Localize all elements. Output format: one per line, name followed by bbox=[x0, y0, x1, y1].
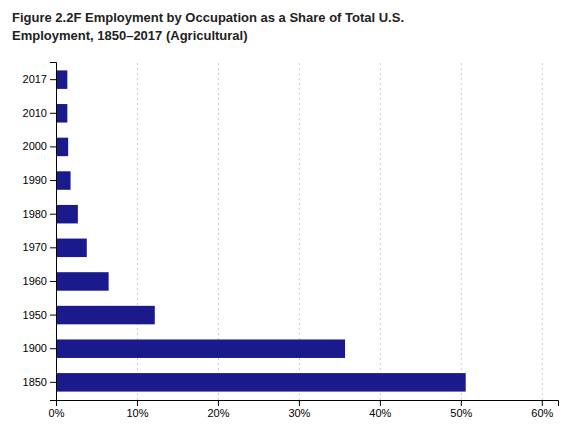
x-tick-mark bbox=[218, 400, 219, 406]
x-tick-mark bbox=[380, 400, 381, 406]
x-tick-mark bbox=[299, 400, 300, 406]
x-tick-label: 50% bbox=[450, 407, 472, 419]
title-line: Employment, 1850–2017 (Agricultural) bbox=[12, 28, 248, 43]
y-tick: 1990 bbox=[23, 174, 56, 186]
y-tick-label: 1900 bbox=[23, 342, 47, 354]
x-tick-label: 40% bbox=[369, 407, 391, 419]
bar bbox=[56, 104, 67, 122]
y-tick-label: 1850 bbox=[23, 376, 47, 388]
y-tick-label: 1990 bbox=[23, 174, 47, 186]
y-tick-mark bbox=[50, 247, 56, 248]
x-tick-mark bbox=[542, 400, 543, 406]
y-tick-mark bbox=[50, 113, 56, 114]
y-tick-mark bbox=[50, 180, 56, 181]
x-tick: 30% bbox=[288, 400, 310, 419]
x-tick-mark bbox=[137, 400, 138, 406]
y-tick: 1980 bbox=[23, 208, 56, 220]
y-tick-label: 2000 bbox=[23, 140, 47, 152]
bar bbox=[56, 205, 78, 223]
y-tick: 1900 bbox=[23, 342, 56, 354]
chart-svg: Figure 2.2F Employment by Occupation as … bbox=[0, 0, 580, 430]
x-axis-line bbox=[57, 401, 559, 407]
y-tick: 1960 bbox=[23, 275, 56, 287]
x-tick-label: 10% bbox=[126, 407, 148, 419]
y-tick-mark bbox=[50, 79, 56, 80]
bar bbox=[56, 138, 68, 156]
x-tick-label: 0% bbox=[49, 407, 65, 419]
y-tick: 1970 bbox=[23, 241, 56, 253]
y-tick-mark bbox=[50, 281, 56, 282]
y-tick-label: 1980 bbox=[23, 208, 47, 220]
x-tick: 50% bbox=[450, 400, 472, 419]
y-tick-mark bbox=[50, 382, 56, 383]
y-axis: 1850 1900 1950 1960 1970 1980 1990 2000 2010 2017 bbox=[23, 63, 57, 401]
y-tick-mark bbox=[50, 146, 56, 147]
y-tick-label: 1960 bbox=[23, 275, 47, 287]
grid-tick bbox=[542, 62, 543, 400]
grid-line bbox=[461, 62, 462, 400]
y-tick-label: 2010 bbox=[23, 107, 47, 119]
y-tick: 1850 bbox=[23, 376, 56, 388]
y-tick: 2017 bbox=[23, 73, 56, 85]
grid-tick bbox=[380, 62, 381, 400]
title: Figure 2.2F Employment by Occupation as … bbox=[12, 10, 404, 43]
x-tick-label: 30% bbox=[288, 407, 310, 419]
x-tick: 20% bbox=[207, 400, 229, 419]
bar bbox=[56, 339, 345, 357]
plot: 0% 10% 20% 30% 40% 50% 60% 1850 1900 1950 1960 1970… bbox=[23, 62, 559, 419]
bar bbox=[56, 373, 466, 391]
bar bbox=[56, 272, 109, 290]
x-tick: 10% bbox=[126, 400, 148, 419]
y-tick-mark bbox=[50, 214, 56, 215]
bar bbox=[56, 171, 71, 189]
y-tick-label: 1970 bbox=[23, 241, 47, 253]
x-tick-label: 20% bbox=[207, 407, 229, 419]
grid-tick bbox=[461, 62, 462, 400]
title-line: Figure 2.2F Employment by Occupation as … bbox=[12, 10, 404, 25]
x-tick: 60% bbox=[531, 400, 553, 419]
x-axis: 0% 10% 20% 30% 40% 50% 60% bbox=[49, 400, 559, 419]
bar bbox=[56, 239, 87, 257]
x-tick-mark bbox=[461, 400, 462, 406]
y-tick-label: 2017 bbox=[23, 73, 47, 85]
grid bbox=[57, 62, 543, 400]
grid-line bbox=[380, 62, 381, 400]
x-tick: 0% bbox=[49, 400, 65, 419]
y-tick-label: 1950 bbox=[23, 309, 47, 321]
x-tick: 40% bbox=[369, 400, 391, 419]
y-axis-line bbox=[50, 63, 57, 401]
bars bbox=[56, 70, 466, 391]
chart-container: Figure 2.2F Employment by Occupation as … bbox=[0, 0, 580, 430]
bar bbox=[56, 306, 155, 324]
x-tick-label: 60% bbox=[531, 407, 553, 419]
y-tick: 2010 bbox=[23, 107, 56, 119]
y-tick: 1950 bbox=[23, 309, 56, 321]
bar bbox=[56, 70, 67, 88]
grid-line bbox=[542, 62, 543, 400]
y-tick: 2000 bbox=[23, 140, 56, 152]
y-tick-mark bbox=[50, 348, 56, 349]
y-tick-mark bbox=[50, 315, 56, 316]
